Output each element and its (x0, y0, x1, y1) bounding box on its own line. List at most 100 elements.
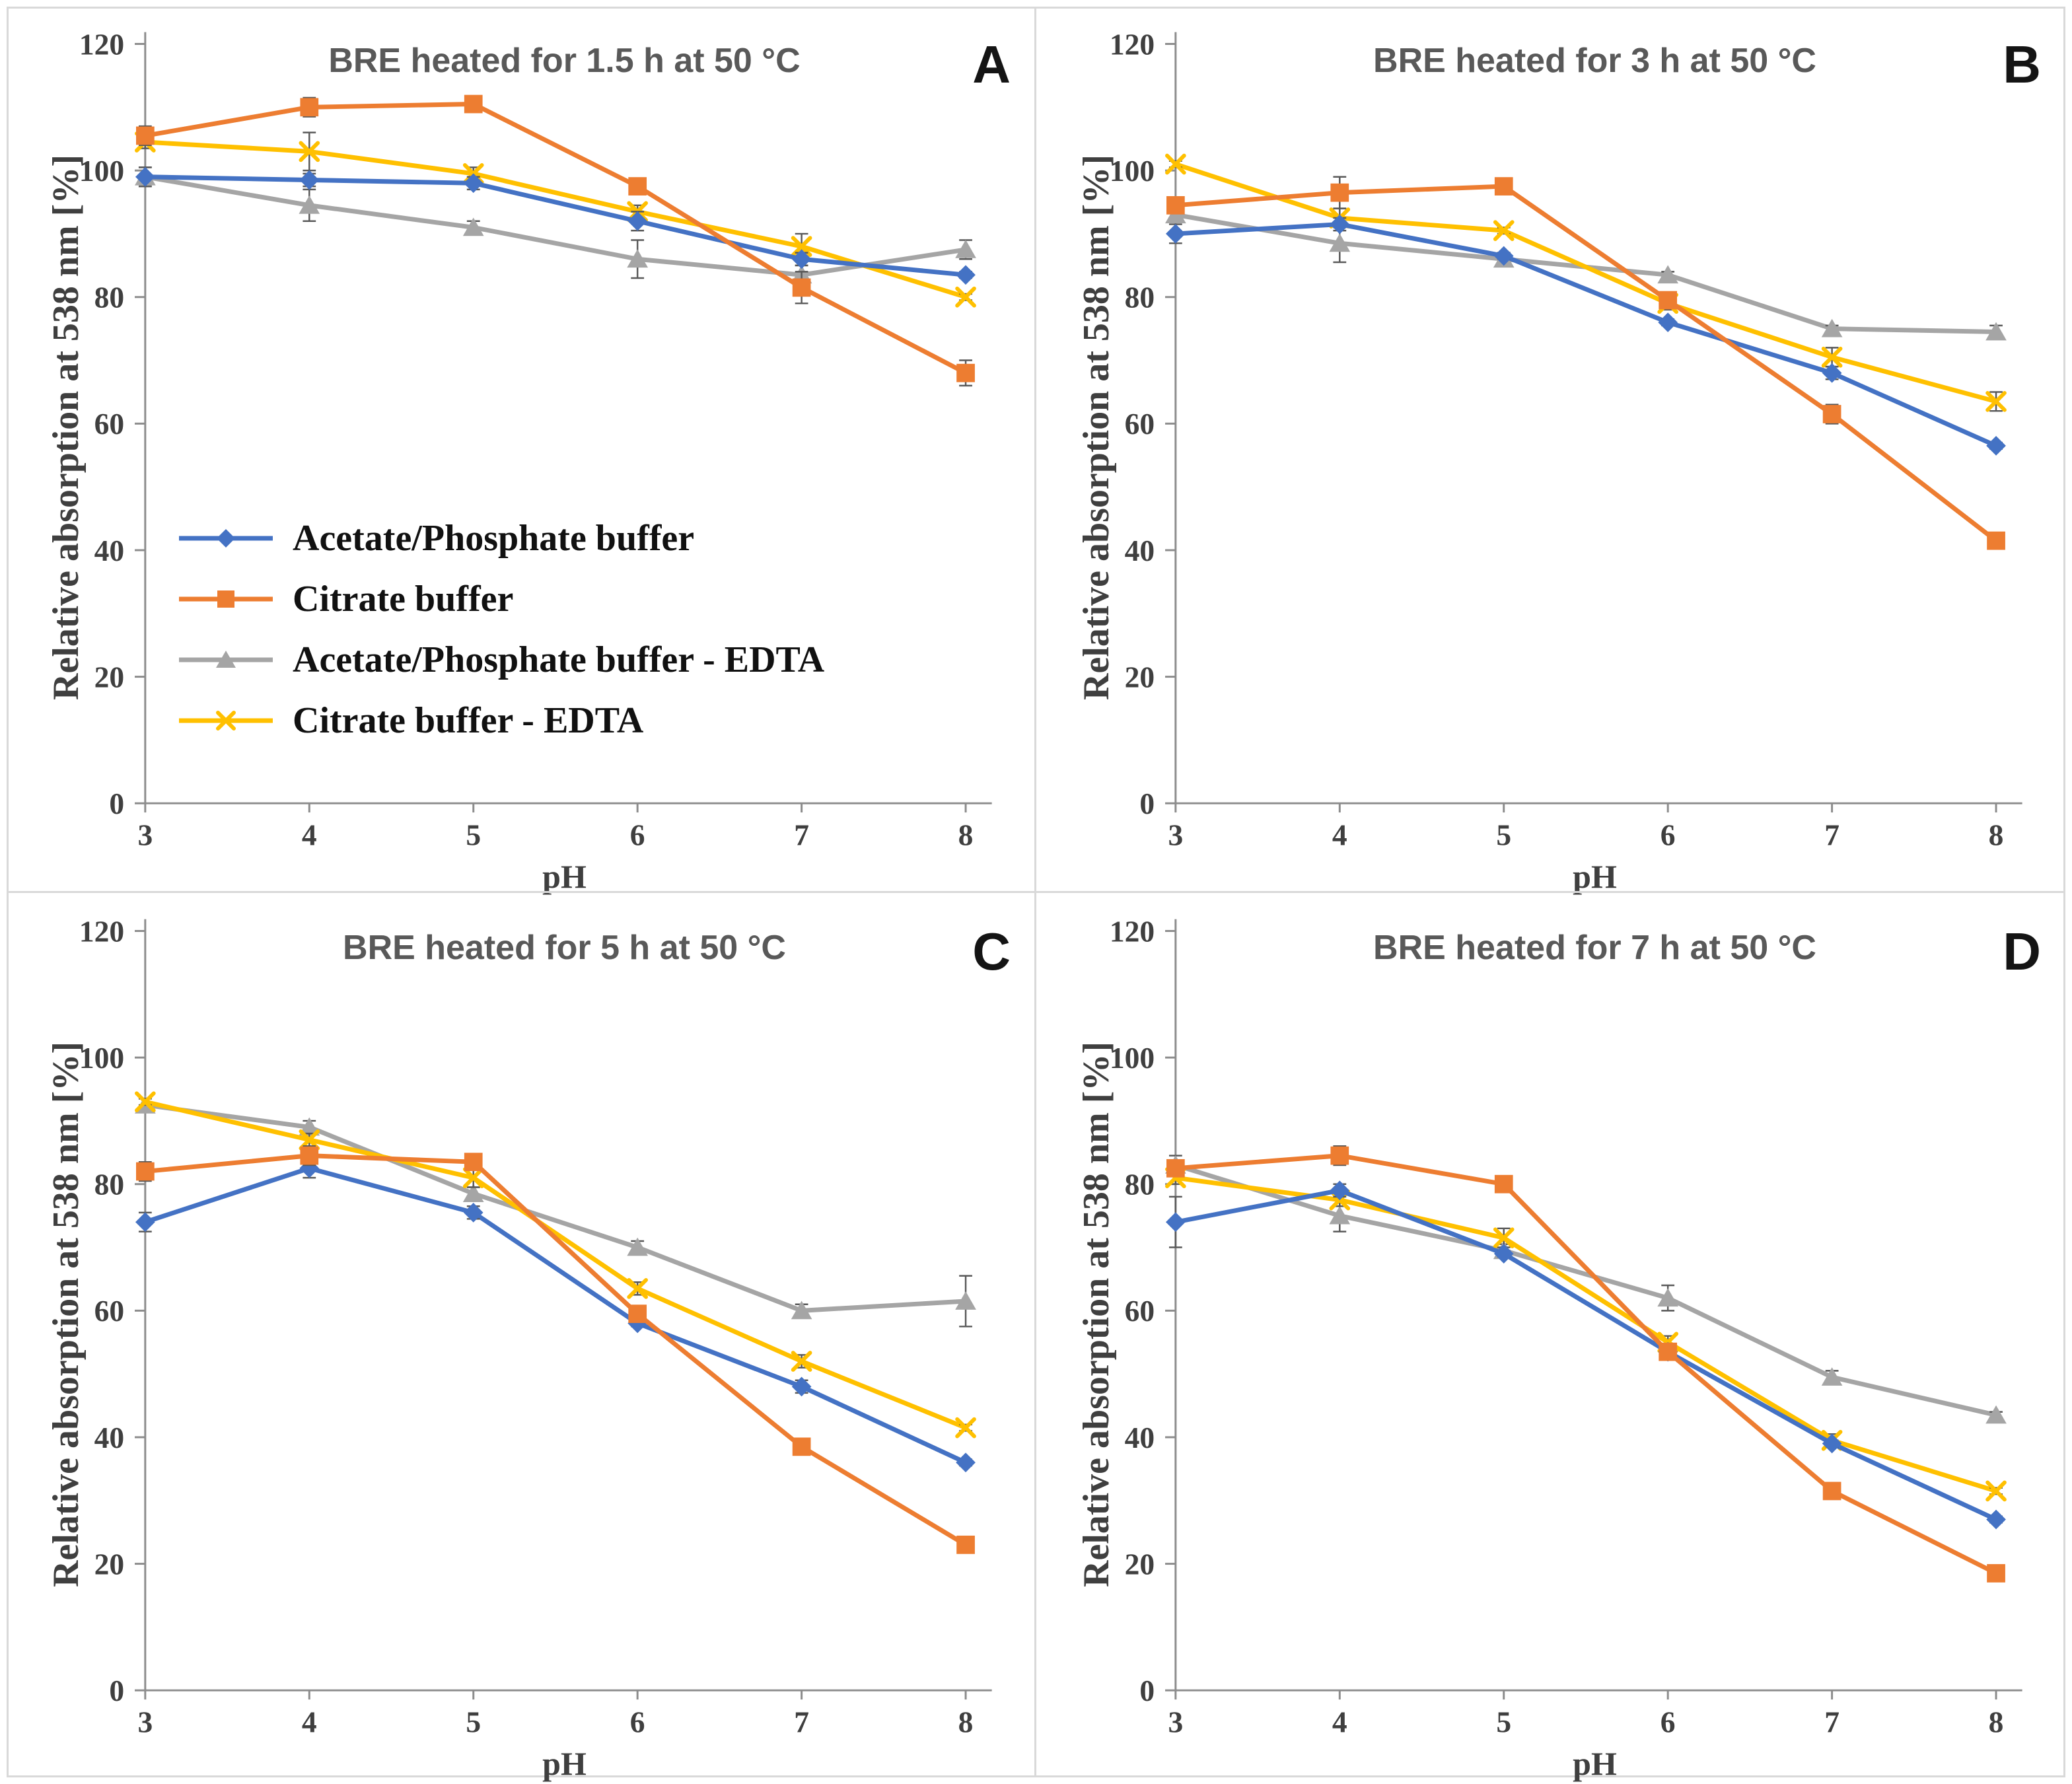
y-axis-title: Relative absorption at 538 nm [%] (46, 1042, 87, 1587)
y-tick-label: 20 (1125, 660, 1155, 694)
triangle-marker (462, 1184, 484, 1202)
panel-letter-B: B (2003, 35, 2041, 94)
triangle-marker (299, 195, 320, 214)
legend-label: Citrate buffer - EDTA (293, 700, 644, 741)
y-tick-label: 60 (1125, 1294, 1155, 1328)
x-tick-label: 8 (958, 1705, 974, 1739)
x-cross-marker (462, 1167, 484, 1189)
square-marker (792, 1437, 811, 1456)
y-tick-label: 80 (94, 281, 125, 314)
y-tick-label: 60 (94, 407, 125, 441)
chart-title-B: BRE heated for 3 h at 50 °C (1373, 42, 1816, 80)
x-axis-title: pH (1573, 858, 1617, 895)
triangle-marker (1657, 265, 1679, 284)
diamond-marker (217, 529, 235, 548)
triangle-marker (1821, 318, 1843, 338)
panel-letter-A: A (972, 35, 1011, 94)
y-axis-title: Relative absorption at 538 nm [%] (46, 155, 87, 700)
x-tick-label: 6 (630, 818, 645, 852)
y-tick-label: 60 (94, 1294, 125, 1328)
y-tick-label: 100 (79, 154, 124, 188)
x-cross-marker (955, 1417, 976, 1439)
x-tick-label: 4 (1332, 818, 1347, 852)
y-tick-label: 80 (1125, 281, 1155, 314)
x-cross-marker (1985, 390, 2007, 412)
legend-label: Citrate buffer (293, 579, 514, 620)
triangle-marker (1329, 233, 1351, 252)
y-tick-label: 80 (94, 1168, 125, 1201)
diamond-marker (1658, 312, 1678, 332)
diamond-marker (1986, 1509, 2006, 1530)
y-tick-label: 20 (94, 1547, 125, 1581)
y-tick-label: 0 (1139, 1674, 1155, 1707)
diamond-marker (135, 1212, 155, 1232)
square-marker (1822, 1481, 1841, 1501)
square-marker (300, 98, 319, 117)
square-marker (628, 177, 647, 196)
y-tick-label: 0 (109, 1674, 124, 1707)
triangle-legend-marker-icon (179, 651, 273, 668)
x-tick-label: 6 (1661, 1705, 1676, 1739)
x-axis-title: pH (1573, 1745, 1617, 1782)
series-acetate-phosphate-buffer (1166, 1180, 2006, 1530)
chart-title-C: BRE heated for 5 h at 50 °C (343, 929, 786, 967)
diamond-marker (1166, 224, 1186, 244)
square-marker (1166, 196, 1185, 215)
triangle-marker (1985, 1405, 2007, 1424)
x-cross-marker (955, 286, 976, 308)
x-cross-marker (791, 1351, 812, 1372)
diamond-marker (1986, 436, 2006, 456)
triangle-marker (791, 1301, 812, 1320)
x-tick-label: 7 (1824, 818, 1840, 852)
triangle-marker (1985, 322, 2007, 341)
x-cross-marker (216, 711, 236, 731)
chart-title-D: BRE heated for 7 h at 50 °C (1373, 929, 1816, 967)
legend-item: Acetate/Phosphate buffer - EDTA (176, 639, 824, 680)
square-marker (956, 1535, 975, 1554)
chart-canvas-C: 0 20 40 60 80 100 120 3 4 5 6 7 8 (79, 914, 992, 1739)
x-cross-marker (299, 141, 320, 162)
square-marker (1330, 1146, 1349, 1165)
square-marker (1494, 177, 1513, 196)
triangle-marker (955, 240, 976, 258)
x-cross-marker (1165, 153, 1186, 175)
x-tick-label: 5 (1496, 818, 1511, 852)
y-tick-label: 40 (1125, 1421, 1155, 1454)
y-axis-title: Relative absorption at 538 nm [%] (1076, 1042, 1117, 1587)
series-citrate-buffer (1166, 1145, 2005, 1583)
square-marker (464, 94, 483, 114)
diamond-marker (299, 170, 320, 190)
diamond-marker (463, 1202, 483, 1223)
triangle-marker (627, 249, 649, 268)
chart-canvas-D: 0 20 40 60 80 100 120 3 4 5 6 7 8 (1110, 914, 2022, 1739)
square-marker (136, 126, 155, 145)
y-tick-label: 120 (79, 27, 124, 61)
series-citrate-buffer-edta (135, 1091, 976, 1439)
legend: Acetate/Phosphate buffer Citrate buffer Ac… (176, 518, 824, 741)
series-citrate-buffer-edta (135, 131, 976, 308)
y-tick-label: 120 (1110, 27, 1155, 61)
diamond-marker (956, 265, 976, 285)
series-citrate-buffer (136, 94, 975, 387)
x-cross-marker (135, 1091, 156, 1113)
x-cross-marker (1985, 1480, 2007, 1502)
diamond-marker (791, 1376, 812, 1397)
legend-label: Acetate/Phosphate buffer (293, 518, 695, 559)
x-cross-marker (1493, 1227, 1515, 1249)
x-tick-label: 3 (137, 818, 153, 852)
x-tick-label: 3 (1168, 818, 1183, 852)
y-tick-label: 40 (94, 534, 125, 567)
y-axis-title: Relative absorption at 538 nm [%] (1076, 155, 1117, 700)
x-tick-label: 5 (466, 818, 481, 852)
y-tick-label: 0 (1139, 787, 1155, 820)
series-acetate-phosphate-buffer (1166, 214, 2006, 456)
triangle-marker (955, 1291, 976, 1310)
square-marker (1330, 183, 1349, 202)
x-tick-label: 7 (1824, 1705, 1840, 1739)
x-cross-legend-marker-icon (179, 711, 273, 731)
diamond-marker (1330, 214, 1350, 234)
y-tick-label: 100 (1110, 154, 1155, 188)
triangle-marker (627, 1237, 649, 1256)
square-marker (1987, 1564, 2005, 1583)
